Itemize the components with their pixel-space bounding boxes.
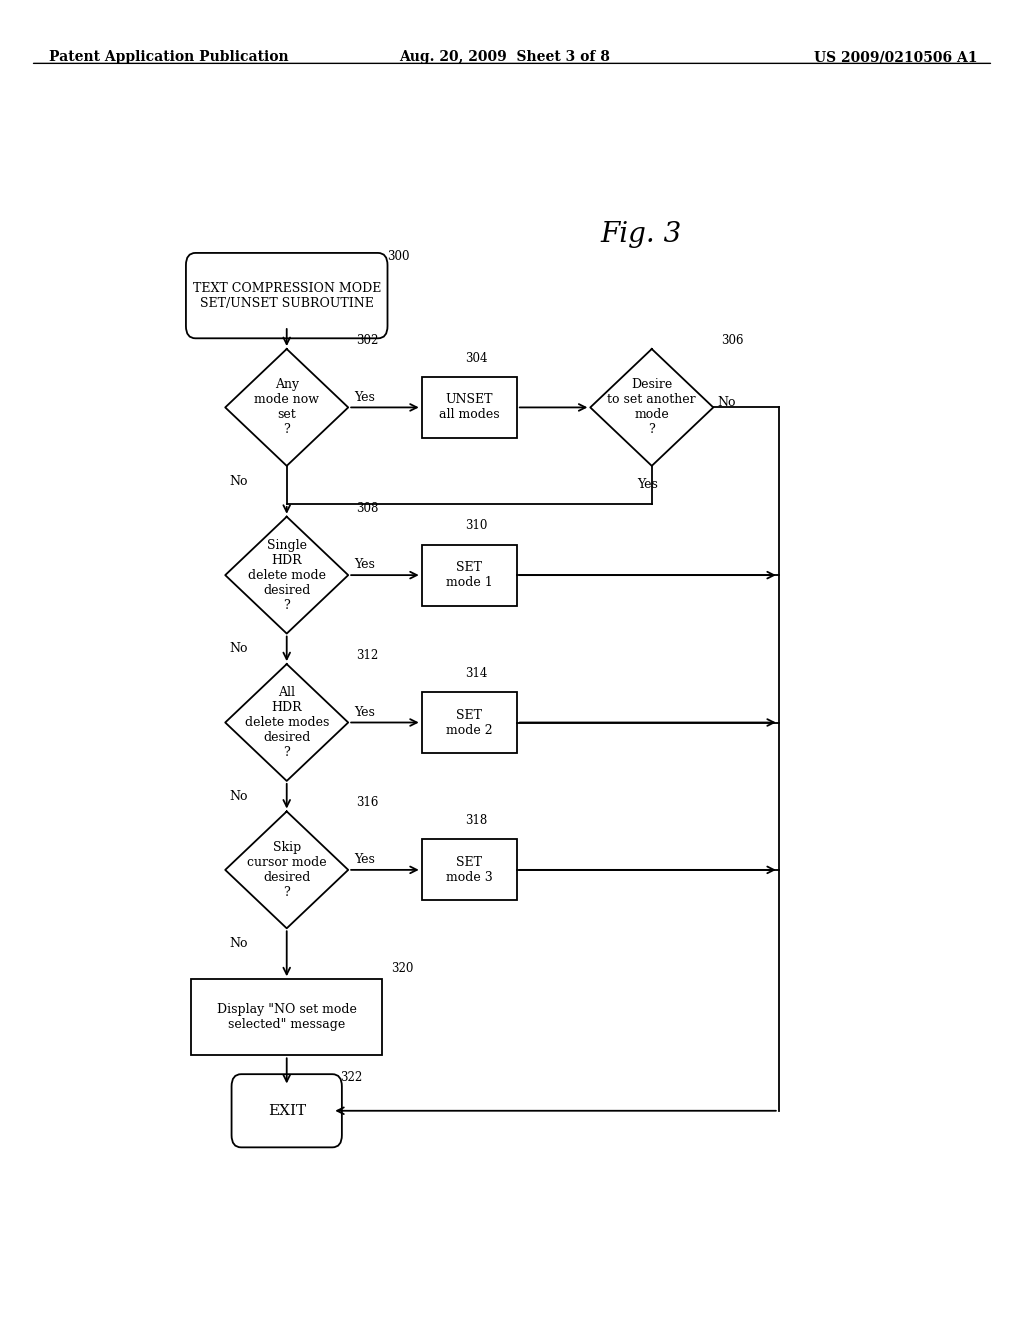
Text: Fig. 3: Fig. 3 (600, 222, 681, 248)
Polygon shape (225, 812, 348, 928)
Text: 318: 318 (465, 814, 487, 828)
Text: No: No (717, 396, 736, 409)
Text: 320: 320 (391, 962, 414, 975)
Text: UNSET
all modes: UNSET all modes (439, 393, 500, 421)
Text: Yes: Yes (354, 853, 376, 866)
Text: 308: 308 (356, 502, 379, 515)
FancyBboxPatch shape (422, 692, 517, 752)
Text: SET
mode 1: SET mode 1 (445, 561, 493, 589)
Text: 310: 310 (465, 520, 487, 532)
Text: EXIT: EXIT (267, 1104, 306, 1118)
Text: SET
mode 2: SET mode 2 (445, 709, 493, 737)
Text: Patent Application Publication: Patent Application Publication (49, 50, 289, 65)
FancyBboxPatch shape (186, 253, 387, 338)
Text: All
HDR
delete modes
desired
?: All HDR delete modes desired ? (245, 686, 329, 759)
FancyBboxPatch shape (422, 840, 517, 900)
Text: 300: 300 (387, 249, 410, 263)
Text: 322: 322 (340, 1072, 362, 1084)
Text: TEXT COMPRESSION MODE
SET/UNSET SUBROUTINE: TEXT COMPRESSION MODE SET/UNSET SUBROUTI… (193, 281, 381, 310)
Text: Yes: Yes (354, 558, 376, 572)
Text: SET
mode 3: SET mode 3 (445, 855, 493, 884)
Text: No: No (229, 937, 248, 950)
Polygon shape (225, 348, 348, 466)
Polygon shape (225, 664, 348, 781)
Text: No: No (229, 643, 248, 655)
Text: 304: 304 (465, 351, 487, 364)
Text: 306: 306 (721, 334, 743, 347)
Text: 302: 302 (356, 334, 379, 347)
FancyBboxPatch shape (422, 378, 517, 438)
FancyBboxPatch shape (422, 545, 517, 606)
Text: Aug. 20, 2009  Sheet 3 of 8: Aug. 20, 2009 Sheet 3 of 8 (399, 50, 610, 65)
Text: US 2009/0210506 A1: US 2009/0210506 A1 (814, 50, 978, 65)
Text: Desire
to set another
mode
?: Desire to set another mode ? (607, 379, 696, 437)
FancyBboxPatch shape (191, 979, 382, 1056)
Text: No: No (229, 475, 248, 487)
Text: Yes: Yes (637, 478, 658, 491)
Text: 316: 316 (356, 796, 379, 809)
Text: Any
mode now
set
?: Any mode now set ? (254, 379, 319, 437)
Text: 314: 314 (465, 667, 487, 680)
Text: Yes: Yes (354, 706, 376, 719)
Polygon shape (225, 516, 348, 634)
Text: Skip
cursor mode
desired
?: Skip cursor mode desired ? (247, 841, 327, 899)
Text: Yes: Yes (354, 391, 376, 404)
Text: No: No (229, 789, 248, 803)
Polygon shape (590, 348, 714, 466)
FancyBboxPatch shape (231, 1074, 342, 1147)
Text: Single
HDR
delete mode
desired
?: Single HDR delete mode desired ? (248, 539, 326, 611)
Text: 312: 312 (356, 649, 379, 663)
Text: Display "NO set mode
selected" message: Display "NO set mode selected" message (217, 1003, 356, 1031)
